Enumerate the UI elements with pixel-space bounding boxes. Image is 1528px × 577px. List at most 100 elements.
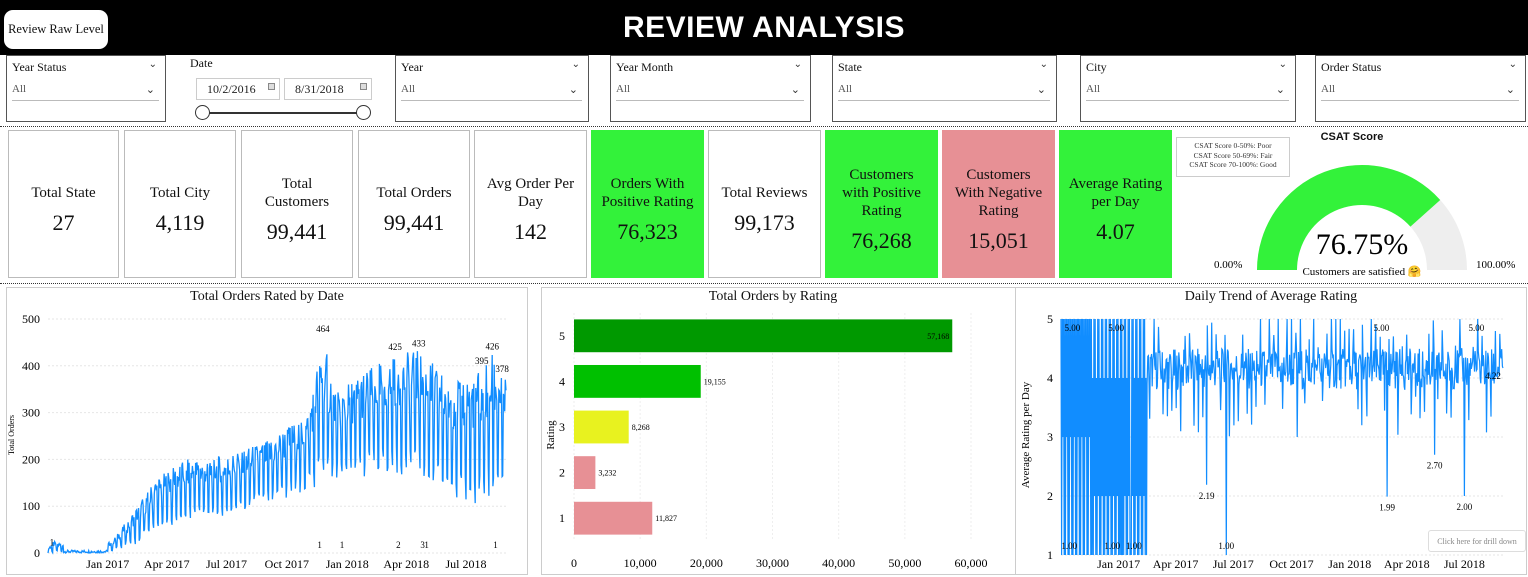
kpi-title: Customers with Positive Rating bbox=[842, 167, 921, 219]
kpi-value: 76,268 bbox=[851, 228, 912, 253]
year-month-value: All bbox=[616, 83, 631, 95]
kpi-title: Total Reviews bbox=[721, 185, 808, 201]
order-status-dropdown[interactable]: All ⌄ bbox=[1321, 83, 1519, 101]
y-axis-label: Average Rating per Day bbox=[1020, 381, 1032, 488]
data-label: 2.00 bbox=[1456, 502, 1472, 512]
data-label: 464 bbox=[316, 324, 330, 334]
bar bbox=[574, 410, 629, 444]
data-label: 5.00 bbox=[1469, 323, 1485, 333]
city-dropdown[interactable]: All ⌄ bbox=[1086, 83, 1289, 101]
csat-value: 76.75% bbox=[1316, 228, 1409, 261]
year-month-label: Year Month bbox=[616, 60, 674, 74]
data-label: 1.00 bbox=[1104, 541, 1120, 551]
data-label: 2.19 bbox=[1199, 491, 1215, 501]
csat-legend: CSAT Score 0-50%: Poor CSAT Score 50-69%… bbox=[1176, 137, 1290, 177]
year-status-dropdown[interactable]: All ⌄ bbox=[12, 83, 159, 101]
kpi-title: Average Rating per Day bbox=[1068, 176, 1163, 210]
data-label: 5.00 bbox=[1374, 323, 1390, 333]
x-tick-label: Jul 2017 bbox=[1213, 557, 1254, 571]
date-range-track[interactable] bbox=[202, 112, 362, 114]
orders-by-date-chart: 0 100 200 300 400 500 Total Orders Jan 2017 Apr … bbox=[7, 312, 509, 571]
x-tick-label: 0 bbox=[571, 556, 577, 570]
start-date-input[interactable]: 10/2/2016 bbox=[196, 78, 280, 100]
data-label: 425 bbox=[388, 342, 402, 352]
data-label: 395 bbox=[475, 356, 489, 366]
y-tick-label: 5 bbox=[559, 329, 565, 343]
kpi-title: Total Customers bbox=[264, 176, 330, 210]
year-month-slicer[interactable]: Year Month ⌄ All ⌄ bbox=[610, 55, 811, 122]
date-range-start-handle[interactable] bbox=[195, 105, 210, 120]
orders-by-date-title: Total Orders Rated by Date bbox=[190, 289, 344, 304]
year-label: Year bbox=[401, 60, 424, 74]
gauge-fill bbox=[1257, 164, 1441, 270]
kpi-value: 99,441 bbox=[266, 219, 328, 244]
x-tick-label: 10,000 bbox=[624, 556, 657, 570]
y-axis-label: Rating bbox=[545, 420, 557, 450]
year-month-dropdown[interactable]: All ⌄ bbox=[616, 83, 804, 101]
data-label: 1.00 bbox=[1218, 541, 1234, 551]
csat-gauge: 76.75% Customers are satisfied 🤗 0.00% 1… bbox=[1214, 164, 1515, 278]
x-tick-label: Jan 2017 bbox=[1097, 557, 1140, 571]
y-tick-label: 1 bbox=[1047, 548, 1053, 562]
chevron-down-icon[interactable]: ⌄ bbox=[1278, 59, 1287, 70]
header-bar bbox=[0, 0, 1528, 55]
data-label: 5.00 bbox=[1108, 323, 1124, 333]
kpi-value: 4,119 bbox=[155, 210, 205, 235]
kpi-value: 27 bbox=[52, 210, 75, 235]
data-label: 4.22 bbox=[1485, 371, 1501, 381]
calendar-icon[interactable] bbox=[268, 83, 275, 90]
kpi-total-orders: Total Orders 99,441 bbox=[358, 130, 470, 278]
csat-title: CSAT Score bbox=[1320, 131, 1384, 143]
orders-line bbox=[47, 351, 507, 555]
kpi-value: 142 bbox=[514, 219, 547, 244]
state-value: All bbox=[838, 83, 853, 95]
kpi-average-rating-per-day: Average Rating per Day 4.07 bbox=[1059, 130, 1172, 278]
x-tick-label: Jul 2018 bbox=[1444, 557, 1485, 571]
data-label: 378 bbox=[495, 364, 509, 374]
data-label: 3 bbox=[420, 540, 425, 550]
state-dropdown[interactable]: All ⌄ bbox=[838, 83, 1050, 101]
data-label: 19,155 bbox=[704, 377, 726, 386]
csat-legend-poor: CSAT Score 0-50%: Poor bbox=[1194, 141, 1272, 150]
x-tick-label: Apr 2017 bbox=[144, 557, 190, 571]
data-label: 433 bbox=[412, 338, 426, 348]
data-label: 1 bbox=[493, 540, 498, 550]
order-status-slicer[interactable]: Order Status ⌄ All ⌄ bbox=[1315, 55, 1526, 122]
x-tick-label: Apr 2018 bbox=[383, 557, 429, 571]
chevron-down-icon[interactable]: ⌄ bbox=[1039, 59, 1048, 70]
orders-by-date-panel bbox=[6, 287, 528, 575]
end-date-input[interactable]: 8/31/2018 bbox=[284, 78, 372, 100]
csat-min-label: 0.00% bbox=[1214, 259, 1242, 271]
date-range-end-handle[interactable] bbox=[356, 105, 371, 120]
chevron-down-icon: ⌄ bbox=[1505, 83, 1515, 96]
date-slicer[interactable]: Date 10/2/2016 8/31/2018 bbox=[186, 55, 378, 122]
data-label: 2 bbox=[396, 540, 401, 550]
data-label: 5.00 bbox=[1065, 323, 1081, 333]
x-tick-label: Oct 2017 bbox=[265, 557, 309, 571]
avg-rating-line bbox=[1060, 318, 1504, 556]
year-slicer[interactable]: Year ⌄ All ⌄ bbox=[395, 55, 589, 122]
csat-legend-fair: CSAT Score 50-69%: Fair bbox=[1193, 150, 1273, 160]
chevron-down-icon[interactable]: ⌄ bbox=[571, 59, 580, 70]
review-raw-level-button[interactable]: Review Raw Level bbox=[4, 10, 108, 49]
y-tick-label: 200 bbox=[22, 452, 40, 466]
chevron-down-icon[interactable]: ⌄ bbox=[1508, 59, 1517, 70]
x-tick-label: Jan 2017 bbox=[86, 557, 129, 571]
state-slicer[interactable]: State ⌄ All ⌄ bbox=[832, 55, 1057, 122]
y-tick-label: 2 bbox=[559, 466, 565, 480]
kpi-value: 99,441 bbox=[383, 210, 445, 235]
year-dropdown[interactable]: All ⌄ bbox=[401, 83, 582, 101]
chevron-down-icon[interactable]: ⌄ bbox=[793, 59, 802, 70]
year-status-slicer[interactable]: Year Status ⌄ All ⌄ bbox=[6, 55, 166, 122]
city-slicer[interactable]: City ⌄ All ⌄ bbox=[1080, 55, 1296, 122]
x-tick-label: Jan 2018 bbox=[1328, 557, 1371, 571]
chevron-down-icon[interactable]: ⌄ bbox=[148, 59, 157, 70]
page-title: REVIEW ANALYSIS bbox=[623, 10, 905, 44]
chevron-down-icon: ⌄ bbox=[568, 83, 578, 96]
drill-down-button[interactable]: Click here for drill down bbox=[1428, 530, 1526, 552]
calendar-icon[interactable] bbox=[360, 83, 367, 90]
year-status-value: All bbox=[12, 83, 27, 95]
separator bbox=[0, 126, 1528, 127]
csat-caption: Customers are satisfied 🤗 bbox=[1302, 265, 1421, 278]
x-tick-label: 50,000 bbox=[888, 556, 921, 570]
